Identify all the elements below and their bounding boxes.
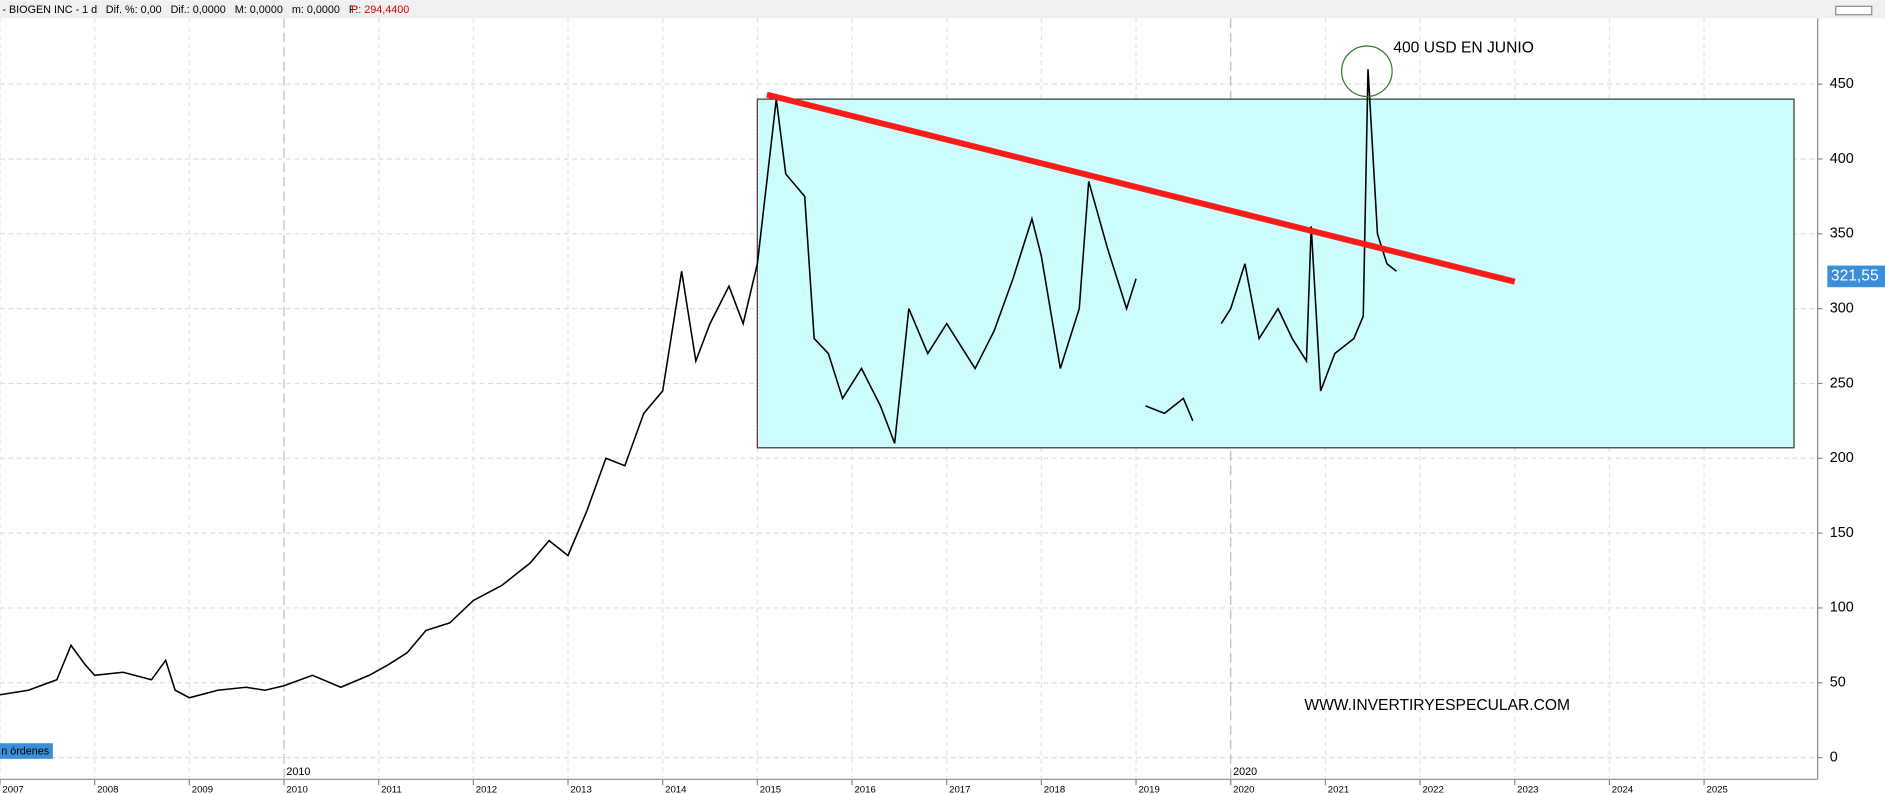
header-fields: Dif. %: 0,00 Dif.: 0,0000 M: 0,0000 m: 0… bbox=[106, 4, 359, 16]
peak-circle bbox=[1341, 45, 1393, 98]
y-tick-label: 0 bbox=[1830, 749, 1838, 765]
x-tick-label: 2018 bbox=[1044, 785, 1065, 794]
x-tick-label: 2017 bbox=[949, 785, 970, 794]
decade-label: 2010 bbox=[286, 766, 310, 778]
x-tick-label: 2021 bbox=[1328, 785, 1349, 794]
price-line bbox=[0, 69, 1397, 699]
last-price-badge bbox=[1827, 265, 1885, 288]
orders-badge[interactable] bbox=[0, 743, 53, 759]
y-tick-label: 300 bbox=[1830, 300, 1854, 316]
range-box-layer bbox=[756, 98, 1795, 449]
y-tick-label: 150 bbox=[1830, 525, 1854, 541]
y-tick-label: 450 bbox=[1830, 76, 1854, 92]
x-tick-label: 2020 bbox=[1233, 785, 1254, 794]
series-layer bbox=[0, 45, 1516, 699]
x-tick-label: 2015 bbox=[760, 785, 781, 794]
annotation: 400 USD EN JUNIO bbox=[1393, 39, 1534, 56]
x-tick-label: 2019 bbox=[1138, 785, 1159, 794]
x-tick-label: 2022 bbox=[1422, 785, 1443, 794]
x-tick-label: 2011 bbox=[381, 785, 402, 794]
x-tick-label: 2014 bbox=[665, 785, 687, 794]
x-tick-label: 2023 bbox=[1517, 785, 1538, 794]
header-bar bbox=[0, 0, 1885, 19]
watermark: WWW.INVERTIRYESPECULAR.COM bbox=[1304, 697, 1570, 714]
y-tick-label: 50 bbox=[1830, 675, 1846, 691]
y-tick-label: 250 bbox=[1830, 375, 1854, 391]
x-tick-label: 2025 bbox=[1706, 785, 1727, 794]
header-price: P: 294,4400 bbox=[351, 4, 409, 16]
x-tick-label: 2016 bbox=[854, 785, 875, 794]
y-tick-label: 100 bbox=[1830, 600, 1854, 616]
y-tick-label: 200 bbox=[1830, 450, 1854, 466]
x-tick-label: 2009 bbox=[192, 785, 213, 794]
x-tick-label: 2007 bbox=[2, 785, 23, 794]
x-tick-label: 2012 bbox=[476, 785, 497, 794]
y-tick-label: 400 bbox=[1830, 151, 1854, 167]
x-tick-label: 2010 bbox=[286, 785, 307, 794]
trend-line bbox=[766, 91, 1516, 285]
decade-label: 2020 bbox=[1233, 766, 1257, 778]
x-tick-label: 2008 bbox=[97, 785, 118, 794]
y-tick-label: 350 bbox=[1830, 226, 1854, 242]
last-price-label: 321,55 bbox=[1831, 268, 1879, 285]
x-tick-label: 2024 bbox=[1612, 785, 1634, 794]
orders-label[interactable]: n órdenes bbox=[1, 745, 50, 757]
header-symbol: - BIOGEN INC - 1 d bbox=[2, 4, 97, 16]
x-tick-label: 2013 bbox=[570, 785, 591, 794]
window-control[interactable] bbox=[1835, 5, 1873, 16]
range-box bbox=[756, 98, 1795, 449]
